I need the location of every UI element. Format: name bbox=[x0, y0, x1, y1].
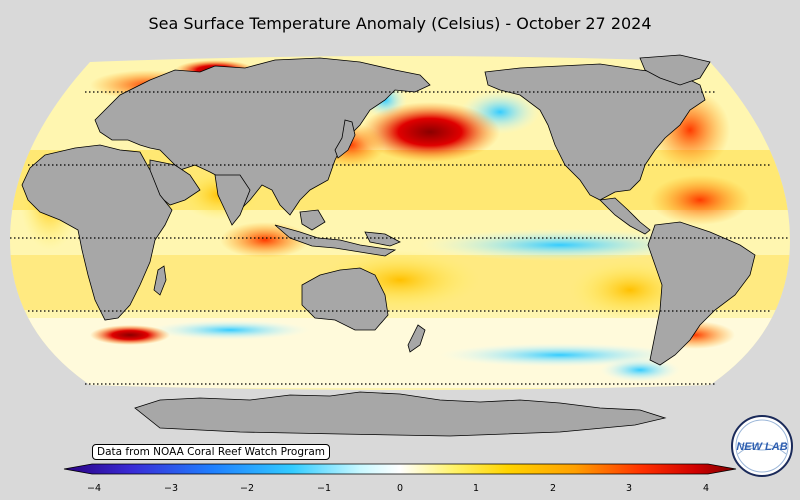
colorbar-tick-labels: −4 −3 −2 −1 0 1 2 3 4 bbox=[0, 483, 800, 497]
colorbar-gradient bbox=[63, 463, 737, 475]
land-masses bbox=[21, 54, 756, 437]
central-america-landmass bbox=[599, 197, 651, 235]
colorbar-tick-label: −1 bbox=[316, 483, 332, 494]
svg-text:NEW LAB: NEW LAB bbox=[736, 441, 787, 453]
colorbar bbox=[63, 463, 737, 475]
new-guinea-landmass bbox=[364, 231, 401, 247]
japan-landmass bbox=[334, 119, 356, 159]
colorbar-tick-label: −4 bbox=[86, 483, 102, 494]
india-landmass bbox=[214, 174, 251, 226]
colorbar-tick-label: 1 bbox=[472, 483, 480, 494]
new-zealand-landmass bbox=[407, 324, 426, 353]
borneo-landmass bbox=[299, 209, 326, 231]
colorbar-tick-label: 2 bbox=[549, 483, 557, 494]
colorbar-tick-label: −2 bbox=[239, 483, 255, 494]
colorbar-tick-label: −3 bbox=[163, 483, 179, 494]
antarctica-landmass bbox=[134, 391, 667, 437]
africa-landmass bbox=[21, 144, 173, 321]
australia-landmass bbox=[301, 267, 389, 331]
greenland-landmass bbox=[639, 54, 711, 86]
eurasia-landmass bbox=[94, 57, 431, 216]
data-credit-label: Data from NOAA Coral Reef Watch Program bbox=[92, 444, 330, 460]
map-title: Sea Surface Temperature Anomaly (Celsius… bbox=[148, 14, 652, 33]
colorbar-tick-label: 4 bbox=[702, 483, 710, 494]
south-america-landmass bbox=[647, 221, 756, 366]
colorbar-tick-label: 0 bbox=[396, 483, 404, 494]
colorbar-tick-label: 3 bbox=[625, 483, 633, 494]
new-lab-logo: NEW LAB bbox=[731, 415, 793, 477]
latitude-lines bbox=[10, 91, 790, 385]
madagascar-landmass bbox=[153, 265, 167, 296]
